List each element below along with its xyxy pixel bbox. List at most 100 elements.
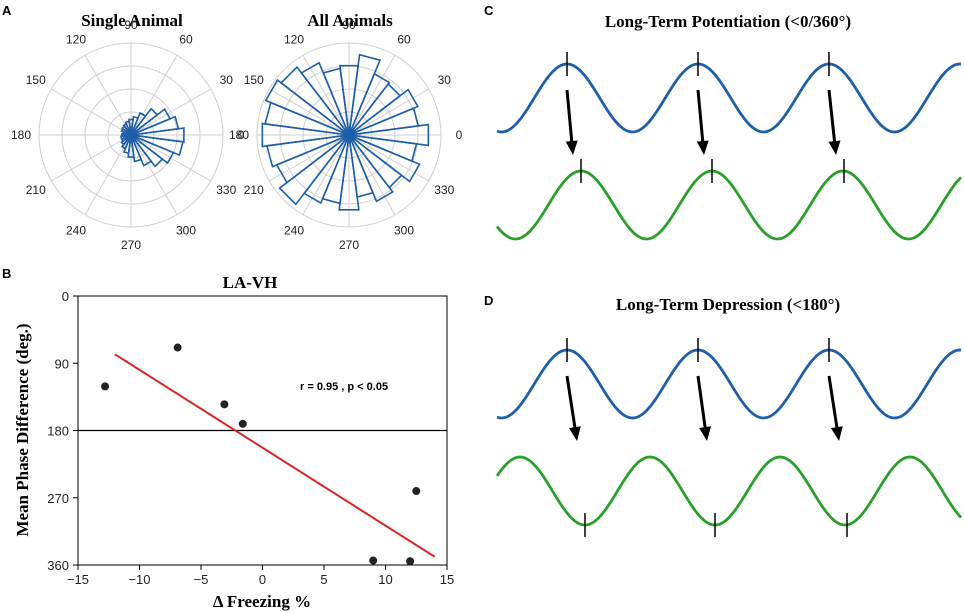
polar-angle-label: 150 [244,73,264,87]
x-tick-label: 0 [259,572,266,587]
polar-title-single-animal: Single Animal [81,11,183,30]
y-axis-label: Mean Phase Difference (deg.) [13,323,32,536]
ltp-title: Long-Term Potentiation (<0/360°) [605,12,851,31]
scatter-point [406,557,415,566]
polar-angle-label: 60 [179,33,193,47]
shift-arrow-shaft [827,89,837,146]
shift-arrow-shaft [827,375,839,432]
polar-spoke [130,55,178,136]
polar-angle-label: 30 [438,73,452,87]
shift-arrow-shaft [696,89,705,146]
polar-angle-label: 180 [11,128,31,142]
panel-letter-b: B [2,266,11,281]
polar-bin [348,134,394,203]
x-axis-label: Δ Freezing % [213,592,311,611]
polar-bin [279,65,350,136]
polar-spoke [348,134,429,182]
polar-angle-label: 300 [394,223,414,237]
y-tick-label: 360 [47,558,69,573]
x-tick-label: 10 [378,572,392,587]
panel-letter-d: D [484,293,493,308]
shift-arrow-head [699,426,712,441]
x-tick-label: 15 [440,572,454,587]
y-tick-label: 270 [47,491,69,506]
polar-spoke [348,134,396,215]
polar-bin [348,134,421,183]
polar-angle-label: 240 [284,223,304,237]
polar-angle-label: 330 [434,183,454,197]
polar-angle-label: 120 [284,33,304,47]
shift-arrow-head [565,140,578,155]
polar-chart-all-animals: All Animals 0 30 60 90 120 150 180 210 240 270 300… [229,11,463,252]
polar-bin [264,78,350,136]
polar-angle-label: 150 [26,73,46,87]
polar-spoke [348,55,396,136]
polar-angle-label: 120 [66,33,86,47]
polar-spoke [302,134,350,215]
ltp-blue-wave [496,62,961,134]
x-tick-label: −5 [194,572,209,587]
polar-bin [300,61,350,136]
ltd-wave-panel: Long-Term Depression (<180°) [495,295,963,537]
scatter-point [369,556,378,565]
polar-spoke [130,134,178,215]
polar-angle-label: 0 [238,128,245,142]
polar-bin [348,134,418,163]
ltp-wave-panel: Long-Term Potentiation (<0/360°) [495,12,962,241]
scatter-title: LA-VH [223,273,278,292]
x-tick-label: 5 [320,572,327,587]
panel-letter-a: A [2,3,12,18]
scatter-point [220,400,229,409]
polar-angle-label: 0 [456,128,463,142]
polar-angle-label: 270 [121,238,141,252]
polar-angle-label: 330 [216,183,236,197]
polar-spoke [84,55,132,136]
shift-arrow-shaft [565,375,577,432]
polar-spoke [348,88,429,136]
scatter-point [101,382,110,391]
polar-angle-label: 90 [124,18,138,32]
polar-chart-single-animal: Single Animal 0 30 60 90 120 150 180 210 240 270 3… [11,11,245,252]
polar-bin [348,88,419,136]
x-tick-label: −10 [128,572,150,587]
polar-bin [130,134,184,157]
polar-spoke [269,88,350,136]
regression-line [114,353,436,558]
polar-spoke [302,55,350,136]
polar-spoke [51,134,132,182]
scatter-point [173,343,182,352]
stats-annotation: r = 0.95 , p < 0.05 [300,381,388,393]
shift-arrow-head [830,426,843,441]
shift-arrow-shaft [696,375,708,432]
shift-arrow-head [828,140,841,155]
y-tick-label: 180 [47,424,69,439]
scatter-point [412,487,421,496]
polar-angle-label: 90 [342,18,356,32]
polar-spoke [269,134,350,182]
polar-spoke [51,88,132,136]
shift-arrow-head [568,426,581,441]
shift-arrow-head [696,140,709,155]
ltd-green-wave [495,455,963,527]
polar-angle-label: 240 [66,223,86,237]
y-tick-label: 0 [62,289,69,304]
ltd-blue-wave [496,348,961,420]
shift-arrow-shaft [565,89,574,146]
polar-bin [275,134,350,184]
scatter-chart-la-vh: LA-VH −15 −10 −5 0 5 10 15 0 90 180 270 360 r = 0.9… [13,273,454,611]
polar-angle-label: 210 [244,183,264,197]
ltd-title: Long-Term Depression (<180°) [616,295,840,314]
x-tick-label: −15 [67,572,89,587]
y-tick-label: 90 [55,356,69,371]
polar-angle-label: 270 [339,238,359,252]
polar-title-all-animals: All Animals [307,11,393,30]
polar-angle-label: 60 [397,33,411,47]
panel-letter-c: C [484,3,494,18]
ltp-green-wave [495,169,962,241]
scatter-point [238,419,247,428]
polar-angle-label: 180 [229,128,249,142]
polar-spoke [130,88,211,136]
polar-bin [278,134,350,206]
polar-angle-label: 210 [26,183,46,197]
